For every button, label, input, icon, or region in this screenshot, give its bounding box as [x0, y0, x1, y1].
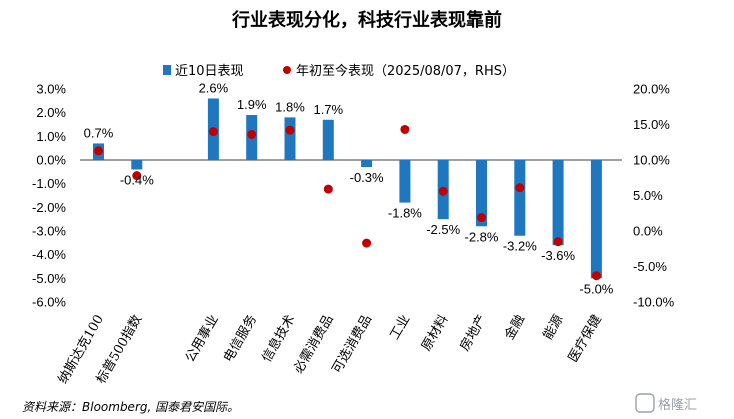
left-tick-label: -5.0%	[32, 271, 66, 286]
bar-data-label: 1.7%	[313, 102, 343, 117]
category-label: 能源	[541, 313, 567, 343]
left-axis-ticks: 3.0% 2.0% 1.0% 0.0% -1.0% -2.0% -3.0% -4.0% -5.0…	[32, 82, 66, 310]
bar-data-label: -1.8%	[388, 206, 422, 221]
category-label: 公用事业	[183, 313, 222, 366]
right-tick-label: -5.0%	[633, 259, 667, 274]
ytd-dot	[208, 127, 218, 137]
source-note: 资料来源：Bloomberg, 国泰君安国际。	[22, 400, 239, 414]
watermark-text: 格隆汇	[658, 397, 697, 413]
ytd-dot	[323, 184, 333, 194]
ytd-dot	[400, 124, 410, 134]
category-label: 医疗保健	[566, 313, 605, 366]
bar	[399, 160, 411, 203]
ytd-dot	[94, 146, 103, 156]
left-tick-label: 2.0%	[36, 105, 66, 120]
legend-dot-swatch	[283, 66, 291, 74]
left-tick-label: 0.0%	[36, 153, 66, 168]
watermark: 格隆汇	[635, 393, 697, 413]
ytd-dot	[438, 186, 448, 196]
ytd-dot	[362, 238, 372, 248]
ytd-dot	[247, 129, 257, 139]
bar-data-label: 1.8%	[275, 99, 305, 114]
category-label: 房地产	[457, 312, 490, 354]
bar-data-label: 2.6%	[199, 80, 229, 95]
left-tick-label: -6.0%	[32, 295, 66, 310]
legend-dot-label: 年初至今表现（2025/08/07，RHS）	[296, 63, 515, 79]
bar-data-label: -2.5%	[426, 222, 460, 237]
left-tick-label: 1.0%	[36, 129, 66, 144]
bar-data-labels: 0.7% -0.4% 2.6% 1.9% 1.8% 1.7% -0.3% -1.8% -2.5%…	[84, 80, 614, 296]
right-tick-label: 10.0%	[633, 153, 670, 168]
bar-data-label: -5.0%	[579, 281, 613, 296]
bar-data-label: 1.9%	[237, 97, 267, 112]
chart-title: 行业表现分化，科技行业表现靠前	[231, 9, 502, 31]
category-label: 信息技术	[259, 312, 299, 365]
left-tick-label: 3.0%	[36, 82, 66, 97]
bar-data-label: 0.7%	[84, 125, 114, 140]
ytd-dot	[285, 125, 295, 135]
bar-data-label: -3.6%	[541, 248, 575, 263]
category-label: 电信服务	[220, 312, 260, 365]
category-label: 工业	[387, 313, 413, 343]
bar	[322, 119, 334, 160]
ytd-dot	[132, 171, 142, 181]
right-tick-label: 20.0%	[633, 82, 670, 97]
legend-bar-swatch	[163, 65, 171, 75]
bar-data-label: -3.2%	[503, 239, 537, 254]
bar-data-label: -0.4%	[120, 172, 154, 187]
left-tick-label: -1.0%	[32, 176, 66, 191]
bar	[131, 160, 143, 170]
right-tick-label: -10.0%	[633, 295, 675, 310]
watermark-icon	[635, 393, 655, 413]
legend: 近10日表现 年初至今表现（2025/08/07，RHS）	[163, 63, 515, 79]
bar	[284, 117, 296, 160]
legend-bar-label: 近10日表现	[175, 64, 244, 79]
bar	[361, 160, 373, 168]
left-tick-label: -3.0%	[32, 224, 66, 239]
right-tick-label: 0.0%	[633, 224, 663, 239]
bar-data-label: -2.8%	[465, 229, 499, 244]
bar	[590, 160, 602, 279]
left-tick-label: -2.0%	[32, 200, 66, 215]
right-axis-ticks: 20.0% 15.0% 10.0% 5.0% 0.0% -5.0% -10.0%	[633, 82, 675, 310]
bar-data-label: -0.3%	[350, 170, 384, 185]
left-tick-label: -4.0%	[32, 247, 66, 262]
bar	[514, 160, 526, 236]
right-tick-label: 5.0%	[633, 188, 663, 203]
right-tick-label: 15.0%	[633, 117, 670, 132]
ytd-dot	[591, 271, 601, 281]
bar	[552, 160, 564, 246]
category-label: 原材料	[419, 313, 451, 354]
bar	[476, 160, 487, 227]
ytd-dot	[515, 183, 525, 193]
ytd-dot	[553, 237, 563, 247]
category-label: 金融	[501, 312, 528, 343]
ytd-dot	[477, 213, 486, 223]
category-label: 可选消费品	[330, 313, 375, 377]
dot-series	[94, 124, 601, 281]
